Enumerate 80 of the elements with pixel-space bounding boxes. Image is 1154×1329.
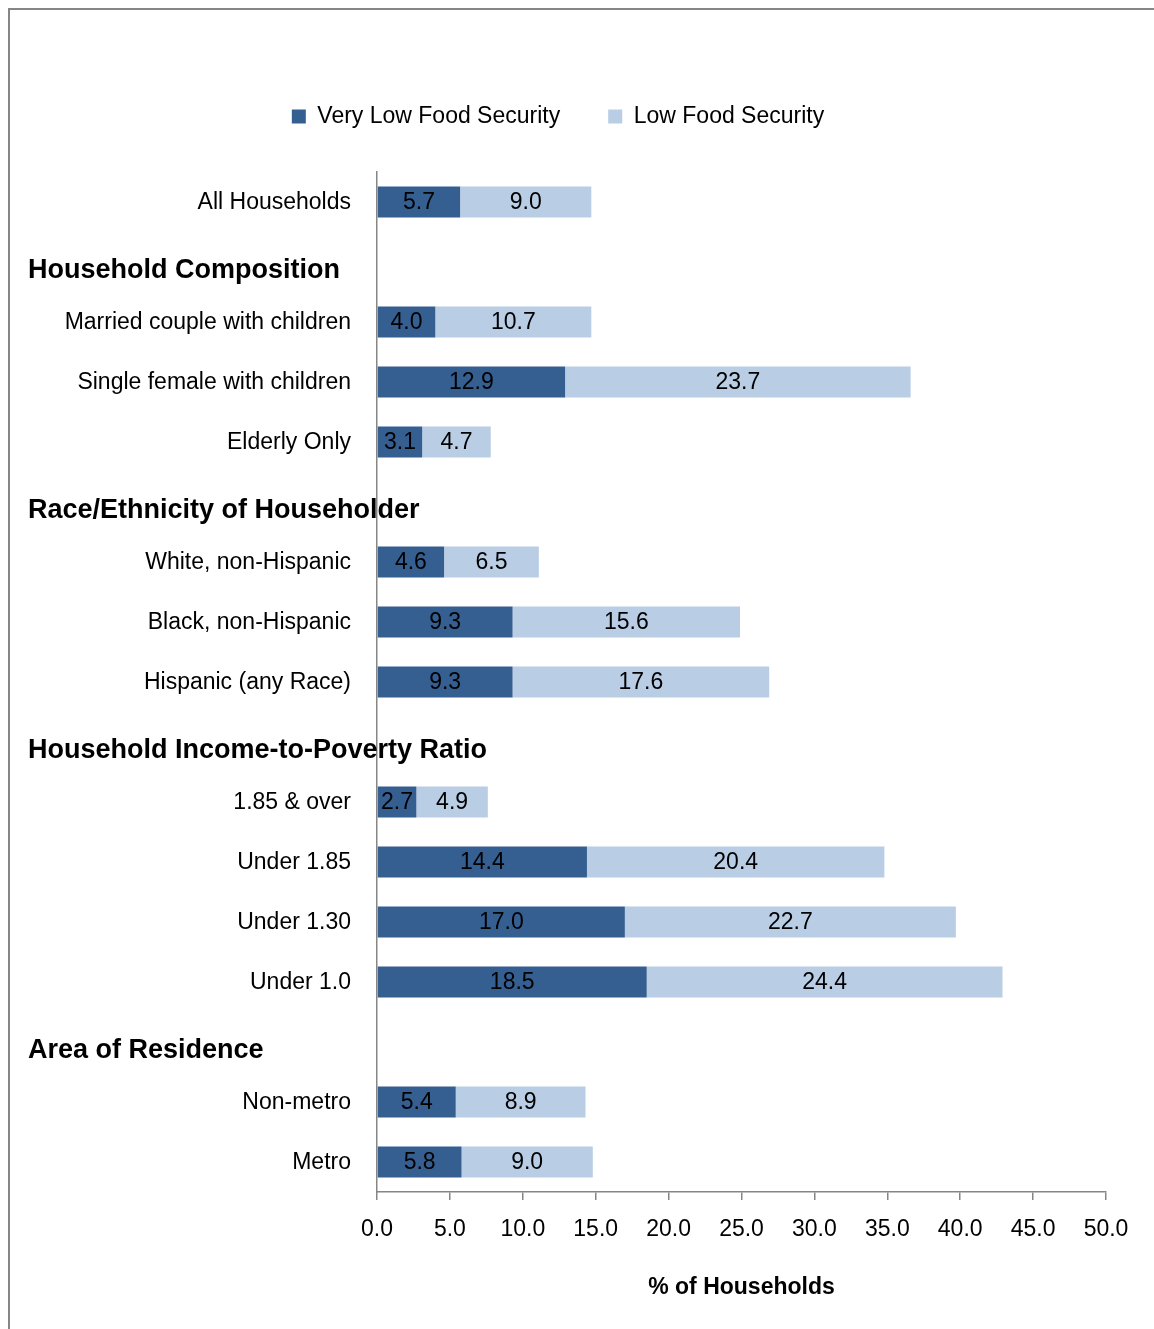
text: Area of Residence [28, 1034, 264, 1065]
bar [377, 1086, 456, 1118]
x-tick-label: 45.0 [1010, 1215, 1056, 1242]
data-label: 4.0 [390, 308, 423, 335]
bar [377, 606, 513, 638]
data-label: 4.6 [394, 548, 427, 575]
bar [422, 426, 491, 458]
bar [624, 906, 956, 938]
x-tick-label: 25.0 [719, 1215, 764, 1242]
y-tick-label: Single female with children [77, 368, 351, 395]
y-tick-label: Married couple with children [64, 308, 351, 335]
legend-label: Very Low Food Security [317, 101, 561, 128]
bar [377, 366, 566, 398]
x-tick-label: 35.0 [864, 1215, 910, 1242]
data-label: 3.1 [383, 428, 416, 455]
bar [455, 1086, 586, 1118]
bar [435, 306, 592, 338]
x-tick-label: 5.0 [433, 1215, 466, 1242]
bar [377, 906, 625, 938]
data-label: 24.4 [802, 968, 848, 995]
data-label: 5.8 [403, 1148, 436, 1175]
data-label: 9.0 [511, 1148, 544, 1175]
data-label: 12.9 [449, 368, 494, 395]
bar [377, 186, 461, 218]
bar [377, 666, 513, 698]
data-label: 5.7 [402, 188, 435, 215]
x-axis-title: % of Households [648, 1272, 835, 1299]
data-label: 6.5 [475, 548, 508, 575]
text: Household Composition [28, 254, 340, 285]
data-label: 20.4 [713, 848, 759, 875]
bar [565, 366, 911, 398]
data-label: 23.7 [715, 368, 761, 395]
annotation: Race/Ethnicity of Householder [28, 494, 421, 525]
data-label: 22.7 [767, 908, 813, 935]
bar [512, 666, 770, 698]
data-label: 9.3 [429, 668, 462, 695]
y-tick-label: Under 1.30 [237, 908, 351, 935]
data-label: 5.4 [400, 1088, 433, 1115]
y-tick-label: Under 1.85 [237, 848, 351, 875]
bar [416, 786, 488, 818]
bar [512, 606, 741, 638]
x-tick-label: 15.0 [573, 1215, 619, 1242]
data-label: 15.6 [603, 608, 649, 635]
legend-label: Low Food Security [633, 101, 825, 128]
x-tick-label: 10.0 [500, 1215, 546, 1242]
bar [461, 1146, 593, 1178]
data-label: 2.7 [381, 788, 414, 815]
bar [377, 846, 587, 878]
y-tick-label: Metro [292, 1148, 351, 1175]
bar [646, 966, 1003, 998]
data-label: 14.4 [459, 848, 505, 875]
y-tick-label: White, non-Hispanic [145, 548, 351, 575]
data-label: 4.7 [440, 428, 473, 455]
data-label: 18.5 [489, 968, 535, 995]
bar [377, 546, 445, 578]
y-tick-label: 1.85 & over [233, 788, 352, 815]
data-label: 9.0 [509, 188, 542, 215]
data-label: 17.0 [478, 908, 524, 935]
y-tick-label: Black, non-Hispanic [147, 608, 351, 635]
x-tick-label: 20.0 [646, 1215, 691, 1242]
y-tick-label: All Households [197, 188, 351, 215]
x-tick-label: 30.0 [792, 1215, 837, 1242]
x-tick-label: 40.0 [937, 1215, 983, 1242]
bar [377, 1146, 462, 1178]
annotation: Household Income-to-Poverty Ratio [28, 734, 488, 765]
data-label: 10.7 [490, 308, 536, 335]
bar [460, 186, 592, 218]
y-tick-label: Elderly Only [227, 428, 352, 455]
data-label: 8.9 [504, 1088, 537, 1115]
data-label: 4.9 [436, 788, 469, 815]
bar [444, 546, 539, 578]
x-tick-label: 50.0 [1083, 1215, 1129, 1242]
y-tick-label: Hispanic (any Race) [143, 668, 351, 695]
y-tick-label: Non-metro [242, 1088, 351, 1115]
data-label: 17.6 [618, 668, 664, 695]
bar [586, 846, 885, 878]
data-label: 9.3 [429, 608, 462, 635]
x-tick-label: 0.0 [361, 1215, 393, 1242]
bar [377, 966, 647, 998]
y-tick-label: Under 1.0 [249, 968, 351, 995]
